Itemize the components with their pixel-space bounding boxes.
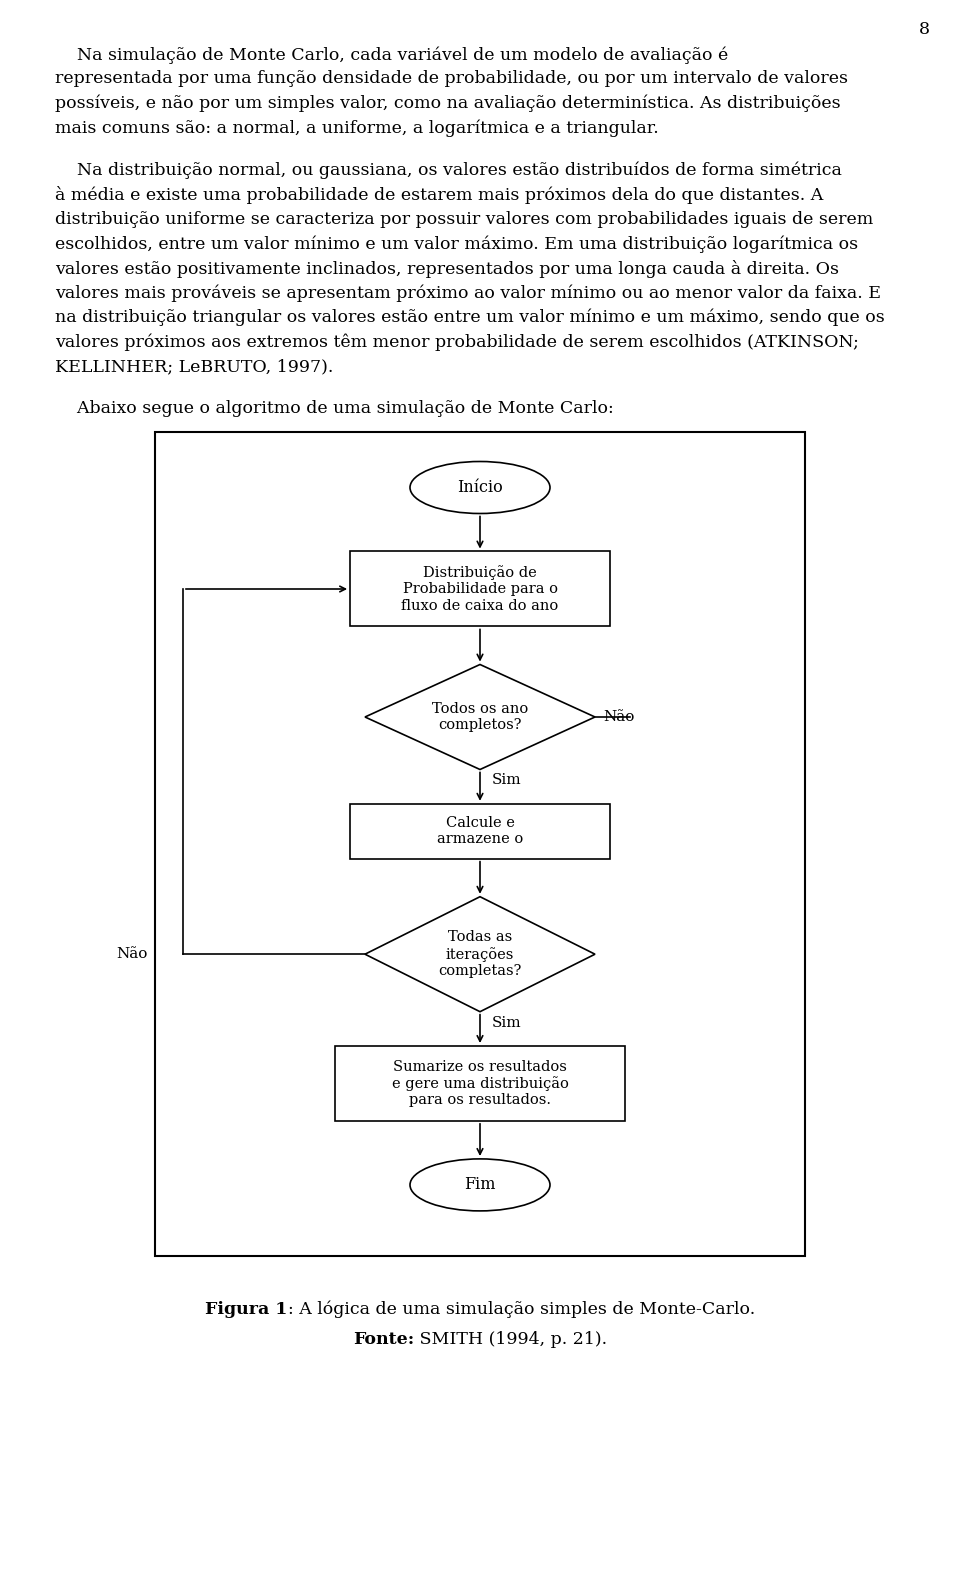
Text: 8: 8: [919, 20, 930, 38]
Text: Não: Não: [603, 711, 635, 723]
Text: Sim: Sim: [492, 1015, 521, 1029]
Text: Na distribuição normal, ou gaussiana, os valores estão distribuídos de forma sim: Na distribuição normal, ou gaussiana, os…: [55, 162, 842, 180]
Text: KELLINHER; LeBRUTO, 1997).: KELLINHER; LeBRUTO, 1997).: [55, 358, 333, 375]
Text: Todas as
iterações
completas?: Todas as iterações completas?: [439, 930, 521, 979]
Text: Abaixo segue o algoritmo de uma simulação de Monte Carlo:: Abaixo segue o algoritmo de uma simulaçã…: [55, 400, 613, 418]
Polygon shape: [365, 665, 595, 769]
FancyBboxPatch shape: [350, 552, 610, 627]
Bar: [155, 432, 805, 1256]
Ellipse shape: [410, 462, 550, 514]
Text: possíveis, e não por um simples valor, como na avaliação determinística. As dist: possíveis, e não por um simples valor, c…: [55, 95, 841, 112]
Text: Figura 1: Figura 1: [205, 1300, 288, 1318]
Text: Calcule e
armazene o: Calcule e armazene o: [437, 816, 523, 846]
Text: Não: Não: [116, 947, 148, 961]
Text: distribuição uniforme se caracteriza por possuir valores com probabilidades igua: distribuição uniforme se caracteriza por…: [55, 211, 874, 229]
Text: escolhidos, entre um valor mínimo e um valor máximo. Em uma distribuição logarít: escolhidos, entre um valor mínimo e um v…: [55, 235, 858, 254]
Polygon shape: [365, 897, 595, 1012]
Text: valores mais prováveis se apresentam próximo ao valor mínimo ou ao menor valor d: valores mais prováveis se apresentam pró…: [55, 285, 881, 303]
Ellipse shape: [410, 1158, 550, 1210]
Text: mais comuns são: a normal, a uniforme, a logarítmica e a triangular.: mais comuns são: a normal, a uniforme, a…: [55, 120, 659, 137]
Text: Distribuição de
Probabilidade para o
fluxo de caixa do ano: Distribuição de Probabilidade para o flu…: [401, 566, 559, 613]
Text: Fonte:: Fonte:: [353, 1330, 414, 1347]
Text: Todos os ano
completos?: Todos os ano completos?: [432, 701, 528, 733]
Text: Início: Início: [457, 479, 503, 496]
Text: Fim: Fim: [465, 1176, 495, 1193]
Text: na distribuição triangular os valores estão entre um valor mínimo e um máximo, s: na distribuição triangular os valores es…: [55, 309, 885, 326]
Text: à média e existe uma probabilidade de estarem mais próximos dela do que distante: à média e existe uma probabilidade de es…: [55, 186, 824, 205]
Text: valores estão positivamente inclinados, representados por uma longa cauda à dire: valores estão positivamente inclinados, …: [55, 260, 839, 277]
Text: Sim: Sim: [492, 774, 521, 788]
FancyBboxPatch shape: [335, 1046, 625, 1121]
Text: Sumarize os resultados
e gere uma distribuição
para os resultados.: Sumarize os resultados e gere uma distri…: [392, 1059, 568, 1106]
Text: SMITH (1994, p. 21).: SMITH (1994, p. 21).: [414, 1330, 607, 1347]
Text: valores próximos aos extremos têm menor probabilidade de serem escolhidos (ATKIN: valores próximos aos extremos têm menor …: [55, 334, 859, 351]
Text: : A lógica de uma simulação simples de Monte-Carlo.: : A lógica de uma simulação simples de M…: [288, 1300, 755, 1319]
FancyBboxPatch shape: [350, 804, 610, 859]
Text: representada por uma função densidade de probabilidade, ou por um intervalo de v: representada por uma função densidade de…: [55, 71, 848, 88]
Text: Na simulação de Monte Carlo, cada variável de um modelo de avaliação é: Na simulação de Monte Carlo, cada variáv…: [55, 46, 729, 63]
